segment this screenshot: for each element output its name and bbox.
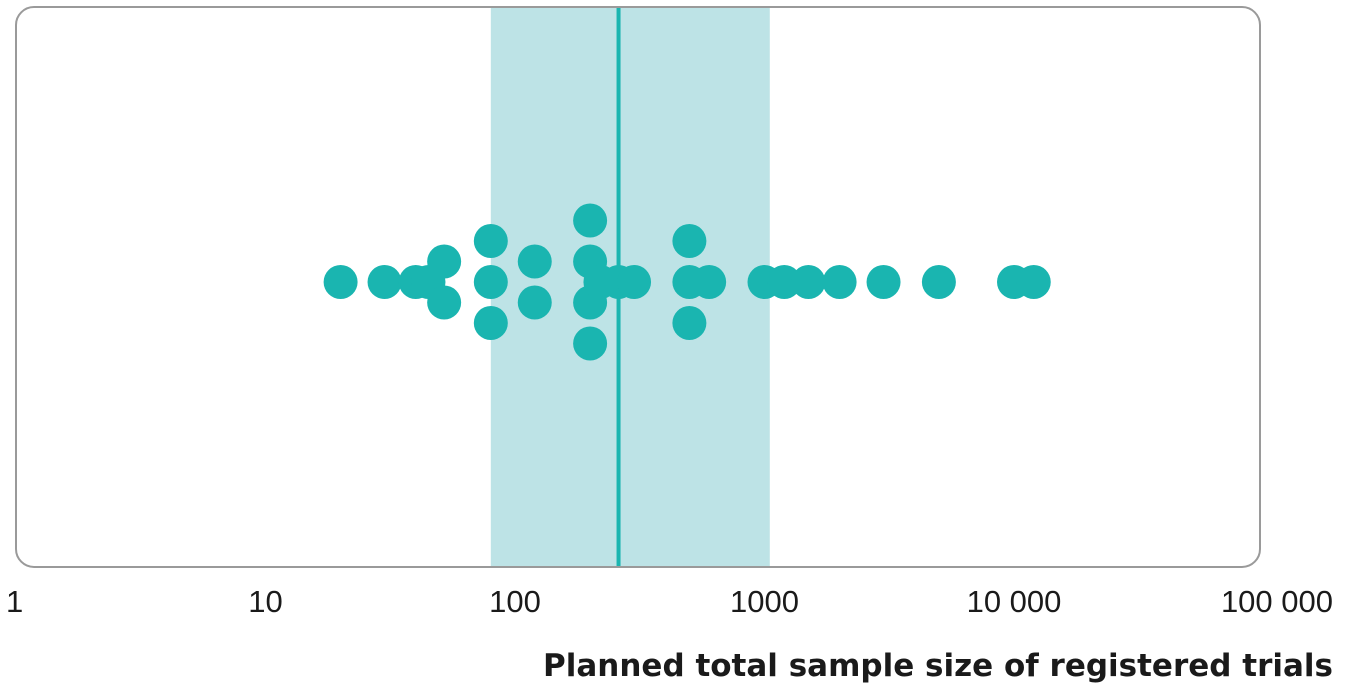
x-tick-label: 10 000 xyxy=(967,584,1062,619)
data-point xyxy=(473,265,508,299)
data-point xyxy=(367,265,402,299)
data-point xyxy=(427,244,462,279)
data-point xyxy=(672,224,707,258)
x-axis-ticks: 1 10 100 1000 10 000 100 000 xyxy=(6,584,1333,619)
data-point xyxy=(573,203,608,238)
data-point xyxy=(517,285,552,320)
data-point xyxy=(323,265,358,299)
x-tick-label: 100 xyxy=(489,584,541,619)
data-points xyxy=(323,203,1051,361)
x-tick-label: 10 xyxy=(248,584,282,619)
data-point xyxy=(791,265,826,299)
data-point xyxy=(921,265,956,299)
x-axis-title: Planned total sample size of registered … xyxy=(543,648,1333,684)
data-point xyxy=(473,306,508,340)
data-point xyxy=(427,285,462,320)
data-point xyxy=(473,224,508,258)
data-point xyxy=(517,244,552,279)
data-point xyxy=(1016,265,1051,299)
data-point xyxy=(822,265,857,299)
data-point xyxy=(866,265,901,299)
data-point xyxy=(617,265,652,299)
data-point xyxy=(767,265,802,299)
x-tick-label: 1 xyxy=(6,584,23,619)
plot-frame xyxy=(15,6,1261,568)
data-point xyxy=(573,326,608,361)
x-tick-label: 1000 xyxy=(730,584,799,619)
data-point xyxy=(672,306,707,340)
x-tick-label: 100 000 xyxy=(1221,584,1333,619)
data-point xyxy=(692,265,727,299)
